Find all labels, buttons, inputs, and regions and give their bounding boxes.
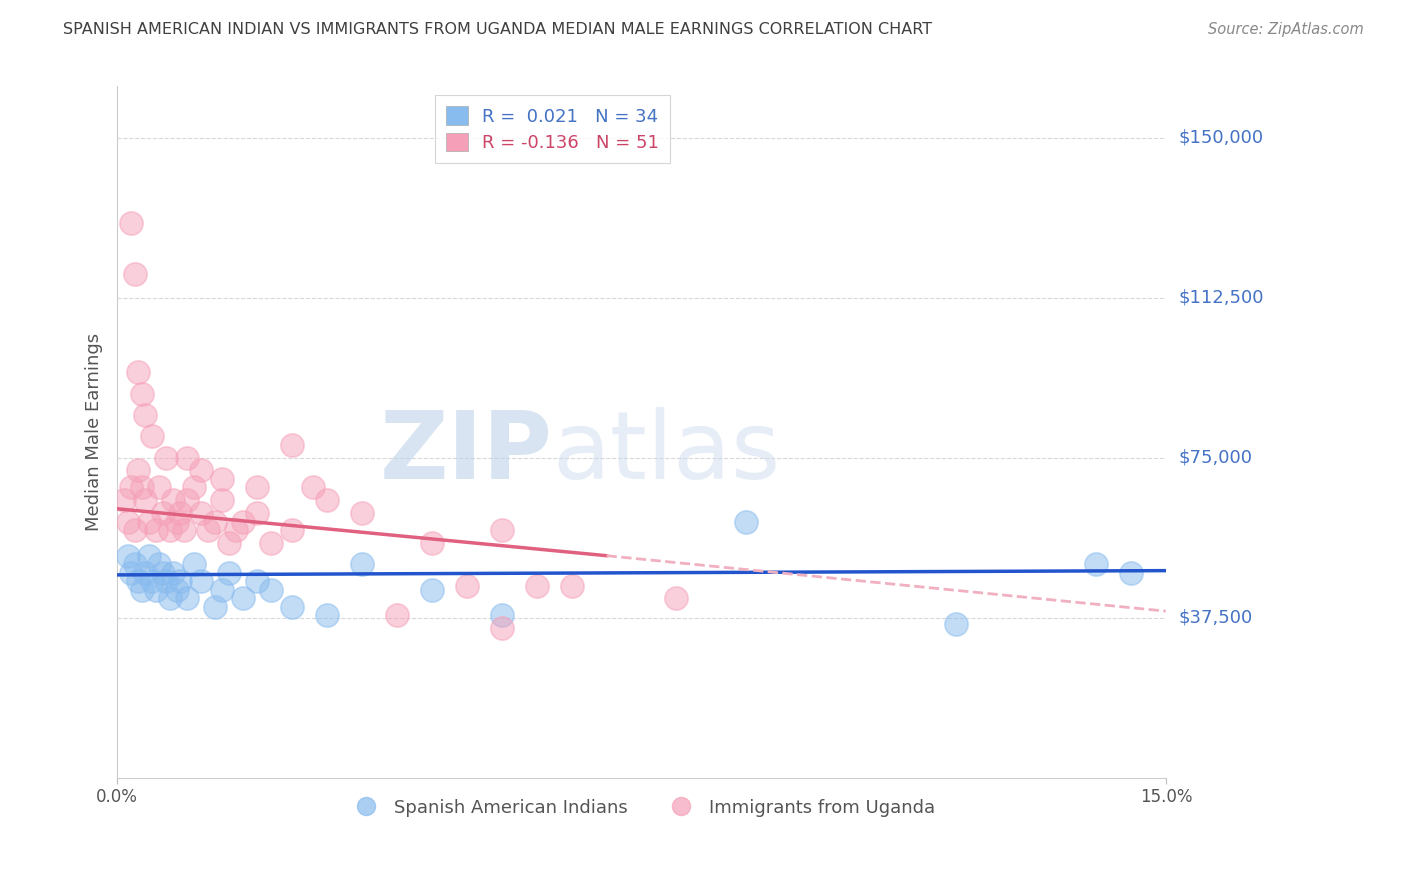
Point [281, 523, 304, 537]
Point [1084, 558, 1107, 572]
Point [124, 558, 146, 572]
Text: ZIP: ZIP [380, 407, 553, 499]
Point [169, 574, 191, 589]
Point [302, 480, 325, 494]
Point [131, 386, 153, 401]
Text: $112,500: $112,500 [1178, 288, 1264, 307]
Point [141, 574, 163, 589]
Point [173, 523, 195, 537]
Point [211, 472, 233, 486]
Point [190, 574, 212, 589]
Point [183, 480, 205, 494]
Point [561, 578, 583, 592]
Point [127, 463, 149, 477]
Point [124, 267, 146, 281]
Point [350, 506, 373, 520]
Point [246, 574, 269, 589]
Point [176, 591, 198, 606]
Point [456, 578, 478, 592]
Point [218, 566, 240, 580]
Point [211, 493, 233, 508]
Point [350, 558, 373, 572]
Point [131, 582, 153, 597]
Point [138, 515, 160, 529]
Point [316, 493, 339, 508]
Point [134, 493, 156, 508]
Point [159, 523, 181, 537]
Point [526, 578, 548, 592]
Point [225, 523, 247, 537]
Point [145, 523, 167, 537]
Point [420, 582, 443, 597]
Point [218, 536, 240, 550]
Point [152, 506, 174, 520]
Point [162, 493, 184, 508]
Point [127, 574, 149, 589]
Point [491, 621, 513, 635]
Point [246, 480, 269, 494]
Text: $75,000: $75,000 [1178, 449, 1253, 467]
Point [260, 536, 283, 550]
Point [190, 506, 212, 520]
Point [735, 515, 758, 529]
Point [117, 515, 139, 529]
Point [112, 493, 135, 508]
Text: Source: ZipAtlas.com: Source: ZipAtlas.com [1208, 22, 1364, 37]
Text: atlas: atlas [553, 407, 780, 499]
Point [211, 582, 233, 597]
Point [190, 463, 212, 477]
Point [148, 480, 170, 494]
Point [246, 506, 269, 520]
Point [152, 566, 174, 580]
Point [232, 515, 254, 529]
Point [491, 608, 513, 623]
Text: $150,000: $150,000 [1178, 128, 1264, 146]
Point [120, 480, 142, 494]
Point [145, 582, 167, 597]
Point [204, 515, 226, 529]
Point [117, 549, 139, 563]
Point [420, 536, 443, 550]
Legend: Spanish American Indians, Immigrants from Uganda: Spanish American Indians, Immigrants fro… [342, 791, 942, 824]
Point [127, 365, 149, 379]
Text: $37,500: $37,500 [1178, 608, 1253, 626]
Point [120, 566, 142, 580]
Point [134, 408, 156, 422]
Point [148, 558, 170, 572]
Point [183, 558, 205, 572]
Point [491, 523, 513, 537]
Point [162, 566, 184, 580]
Point [281, 438, 304, 452]
Point [176, 450, 198, 465]
Point [665, 591, 688, 606]
Point [166, 515, 188, 529]
Point [166, 582, 188, 597]
Point [169, 506, 191, 520]
Point [204, 599, 226, 614]
Point [281, 599, 304, 614]
Point [232, 591, 254, 606]
Point [176, 493, 198, 508]
Point [155, 574, 177, 589]
Point [134, 566, 156, 580]
Point [138, 549, 160, 563]
Point [197, 523, 219, 537]
Point [155, 450, 177, 465]
Point [120, 216, 142, 230]
Point [141, 429, 163, 443]
Y-axis label: Median Male Earnings: Median Male Earnings [86, 333, 103, 531]
Point [1119, 566, 1142, 580]
Point [260, 582, 283, 597]
Point [316, 608, 339, 623]
Point [945, 617, 967, 632]
Point [385, 608, 408, 623]
Text: SPANISH AMERICAN INDIAN VS IMMIGRANTS FROM UGANDA MEDIAN MALE EARNINGS CORRELATI: SPANISH AMERICAN INDIAN VS IMMIGRANTS FR… [63, 22, 932, 37]
Point [131, 480, 153, 494]
Point [159, 591, 181, 606]
Point [124, 523, 146, 537]
